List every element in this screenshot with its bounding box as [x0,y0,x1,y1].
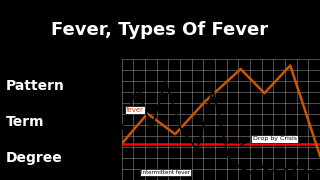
Text: fever: fever [125,107,144,113]
Text: Pattern: Pattern [6,79,65,93]
Text: Fever, Types Of Fever: Fever, Types Of Fever [52,21,268,39]
Text: Drop by Crisis: Drop by Crisis [252,136,297,141]
Text: Intermittent fever: Intermittent fever [141,170,190,175]
Text: Term: Term [6,115,44,129]
Text: Degree: Degree [6,151,63,165]
